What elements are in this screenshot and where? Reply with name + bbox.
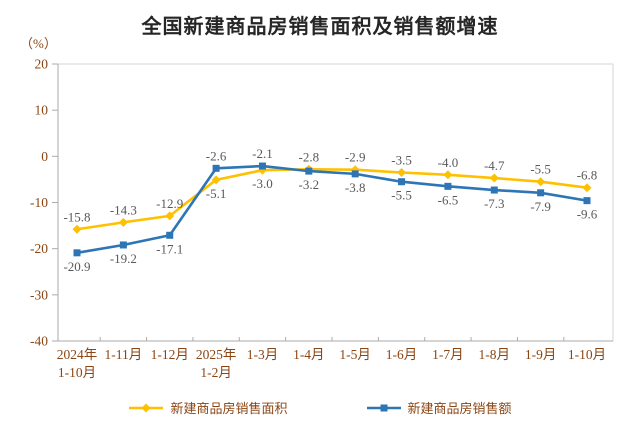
- svg-text:20: 20: [35, 57, 49, 72]
- data-label: -17.1: [156, 241, 183, 256]
- data-label: -20.9: [63, 259, 90, 274]
- data-label: -5.1: [206, 186, 227, 201]
- x-axis: 2024年 1-10月 1-11月 1-12月 2025年 1-2月 1-3月 1-4月 1-5…: [57, 337, 606, 380]
- data-label: -3.0: [252, 176, 273, 191]
- svg-text:1-3月: 1-3月: [247, 347, 279, 362]
- svg-text:2025年: 2025年: [196, 347, 237, 362]
- data-label: -15.8: [63, 209, 90, 224]
- data-label: -7.3: [484, 196, 505, 211]
- chart-legend: 新建商品房销售面积 新建商品房销售额: [0, 398, 640, 417]
- data-label: -4.0: [438, 155, 459, 170]
- svg-text:10: 10: [35, 103, 49, 118]
- data-label: -2.1: [252, 146, 273, 161]
- data-label: -6.5: [438, 192, 459, 207]
- legend-marker-sales-area-icon: [129, 403, 164, 412]
- series-line-0: -15.8 -14.3 -12.9 -5.1 -3.0 -2.8 -2.9 -3.5 -4.0 -…: [63, 149, 597, 234]
- svg-text:-20: -20: [30, 241, 48, 256]
- svg-text:-30: -30: [30, 287, 48, 302]
- svg-text:1-7月: 1-7月: [432, 347, 464, 362]
- svg-text:1-2月: 1-2月: [200, 365, 232, 380]
- legend-item-sales-amount: 新建商品房销售额: [366, 398, 512, 417]
- data-label: -5.5: [530, 162, 551, 177]
- data-label: -2.8: [299, 149, 320, 164]
- chart-title: 全国新建商品房销售面积及销售额增速: [141, 16, 499, 38]
- svg-text:2024年: 2024年: [57, 347, 98, 362]
- data-label: -5.5: [391, 188, 412, 203]
- data-label: -3.2: [299, 177, 320, 192]
- data-label: -3.5: [391, 152, 412, 167]
- svg-text:1-10月: 1-10月: [568, 347, 606, 362]
- series-line-1: -20.9-19.2-17.1-2.6 -2.1-3.2 -3.8-5.5 -6.5-…: [63, 146, 597, 274]
- svg-text:1-6月: 1-6月: [386, 347, 418, 362]
- data-label: -19.2: [110, 251, 137, 266]
- data-label: -14.3: [110, 202, 137, 217]
- data-label: -4.7: [484, 158, 505, 173]
- data-label: -9.6: [577, 207, 598, 222]
- data-label: -12.9: [156, 196, 183, 211]
- data-label: -2.9: [345, 150, 366, 165]
- svg-text:1-12月: 1-12月: [151, 347, 189, 362]
- legend-item-sales-area: 新建商品房销售面积: [128, 398, 288, 417]
- legend-label-sales-amount: 新建商品房销售额: [407, 401, 512, 416]
- y-axis-unit-label: （%）: [20, 36, 57, 51]
- legend-label-sales-area: 新建商品房销售面积: [170, 401, 288, 416]
- data-label: -2.6: [206, 148, 227, 163]
- svg-text:1-4月: 1-4月: [293, 347, 325, 362]
- data-label: -6.8: [577, 168, 598, 183]
- data-label: -7.9: [530, 199, 551, 214]
- data-label: -3.8: [345, 180, 366, 195]
- svg-text:0: 0: [41, 149, 48, 164]
- svg-text:1-9月: 1-9月: [525, 347, 557, 362]
- svg-text:1-10月: 1-10月: [58, 365, 96, 380]
- svg-text:1-11月: 1-11月: [104, 347, 142, 362]
- y-axis: 20 10 0 -10 -20 -30 -40: [30, 57, 58, 349]
- svg-text:1-8月: 1-8月: [479, 347, 511, 362]
- svg-text:-40: -40: [30, 334, 48, 349]
- svg-text:1-5月: 1-5月: [339, 347, 371, 362]
- legend-marker-sales-amount-icon: [366, 404, 401, 411]
- svg-text:-10: -10: [30, 195, 48, 210]
